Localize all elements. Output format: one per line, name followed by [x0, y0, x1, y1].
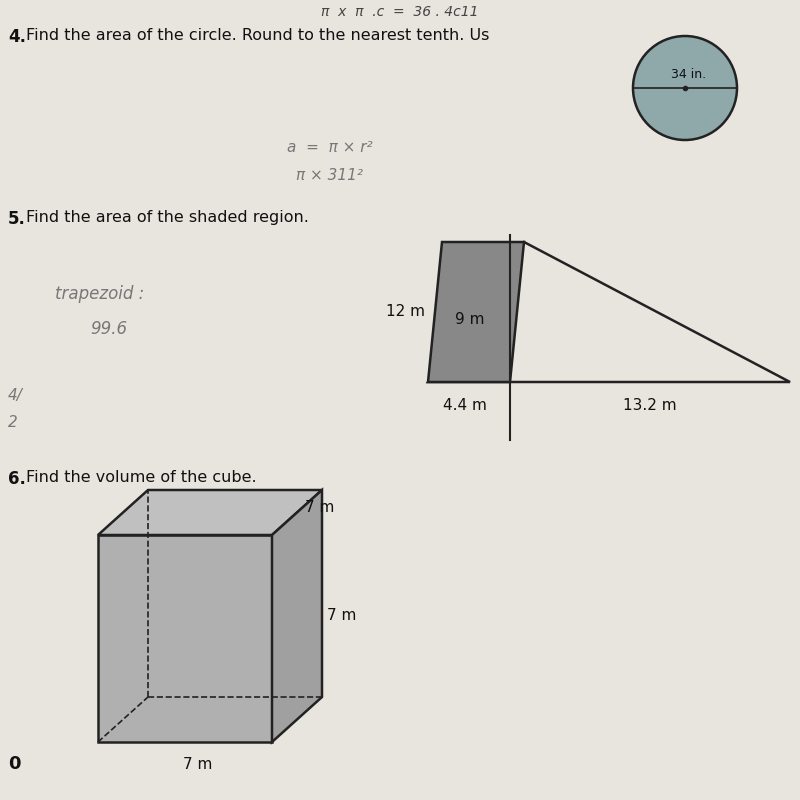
- Text: Find the area of the circle. Round to the nearest tenth. Us: Find the area of the circle. Round to th…: [26, 28, 490, 43]
- Text: π × 311²: π × 311²: [297, 168, 363, 183]
- Text: 4.4 m: 4.4 m: [443, 398, 487, 413]
- Text: 7 m: 7 m: [327, 609, 356, 623]
- Text: 99.6: 99.6: [90, 320, 127, 338]
- Text: trapezoid :: trapezoid :: [55, 285, 144, 303]
- Text: 7 m: 7 m: [305, 500, 334, 515]
- Text: 12 m: 12 m: [386, 305, 425, 319]
- Polygon shape: [272, 490, 322, 742]
- Text: Find the volume of the cube.: Find the volume of the cube.: [26, 470, 257, 485]
- Text: 13.2 m: 13.2 m: [623, 398, 677, 413]
- Text: a  =  π × r²: a = π × r²: [287, 140, 373, 155]
- Text: 34 in.: 34 in.: [671, 67, 706, 81]
- Polygon shape: [98, 490, 322, 535]
- Text: 4.: 4.: [8, 28, 26, 46]
- Text: 6.: 6.: [8, 470, 26, 488]
- Text: 9 m: 9 m: [455, 313, 485, 327]
- Text: 5.: 5.: [8, 210, 26, 228]
- Text: Find the area of the shaded region.: Find the area of the shaded region.: [26, 210, 309, 225]
- Circle shape: [633, 36, 737, 140]
- Polygon shape: [98, 535, 272, 742]
- Text: π  x  π  .c  =  36 . 4c11: π x π .c = 36 . 4c11: [322, 5, 478, 19]
- Polygon shape: [428, 242, 524, 382]
- Text: 2: 2: [8, 415, 18, 430]
- Text: 7 m: 7 m: [183, 757, 212, 772]
- Text: 0: 0: [8, 755, 21, 773]
- Text: 4/: 4/: [8, 388, 23, 403]
